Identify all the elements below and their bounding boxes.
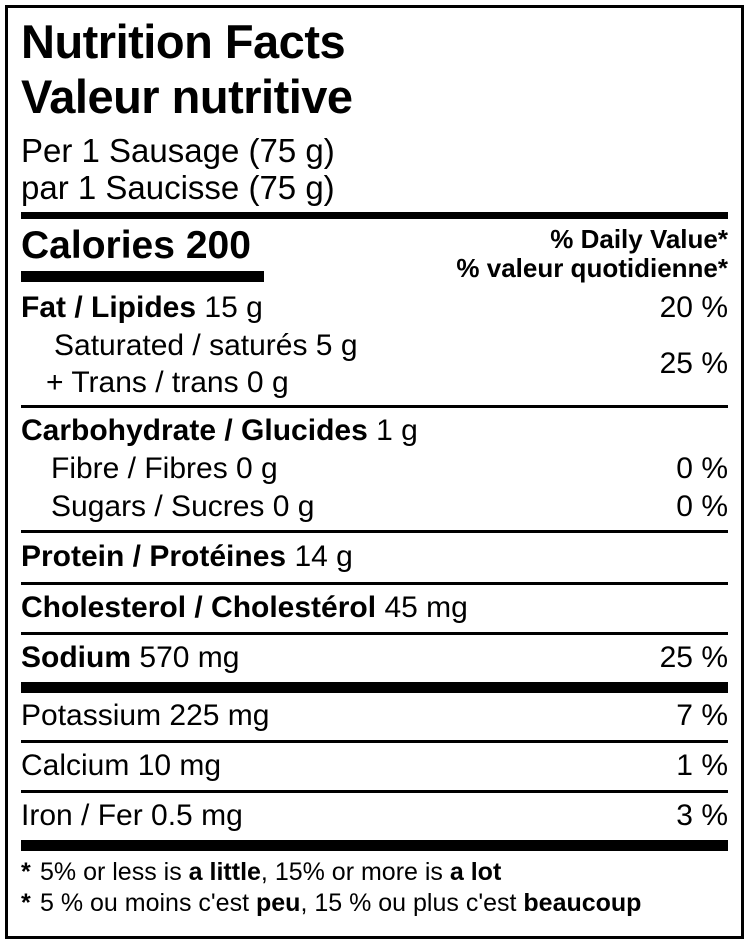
row-fibre: Fibre / Fibres 0 g 0 % [21, 450, 728, 488]
row-calcium: Calcium 10 mg 1 % [21, 743, 728, 790]
calories-heading: Calories 200 [21, 225, 264, 282]
separator-thin [21, 790, 728, 793]
daily-value-potassium: 7 % [676, 699, 728, 732]
title-en: Nutrition Facts [21, 15, 346, 68]
carbohydrate-name: Carbohydrate / Glucides 1 g [21, 414, 418, 447]
calories-section: Calories 200 % Daily Value* % valeur quot… [21, 225, 728, 283]
daily-value-sugars: 0 % [676, 490, 728, 523]
saturated-name: Saturated / saturés 5 g [54, 329, 358, 362]
saturated-trans-names: Saturated / saturés 5 g + Trans / trans … [21, 327, 358, 401]
daily-value-header-en: % Daily Value* [550, 224, 728, 254]
footnote-fr: * 5 % ou moins c'est peu, 15 % ou plus c'… [21, 889, 642, 917]
separator-thin [21, 405, 728, 408]
row-sodium: Sodium 570 mg 25 % [21, 635, 728, 682]
daily-value-fat: 20 % [659, 291, 728, 324]
row-saturated-trans: Saturated / saturés 5 g + Trans / trans … [21, 327, 728, 405]
row-fat: Fat / Lipides 15 g 20 % [21, 291, 728, 325]
separator-thin [21, 582, 728, 585]
daily-value-header: % Daily Value* % valeur quotidienne* [456, 225, 728, 283]
fibre-name: Fibre / Fibres 0 g [51, 452, 278, 485]
trans-name: + Trans / trans 0 g [46, 366, 289, 399]
footnotes: * 5% or less is a little, 15% or more is … [21, 857, 728, 919]
daily-value-header-fr: % valeur quotidienne* [456, 253, 728, 283]
separator-thick-top [21, 212, 728, 219]
sugars-name: Sugars / Sucres 0 g [51, 490, 315, 523]
daily-value-iron: 3 % [676, 799, 728, 832]
separator-thick-bottom [21, 840, 728, 851]
footnote-en: * 5% or less is a little, 15% or more is … [21, 858, 502, 886]
separator-thin [21, 632, 728, 635]
protein-name: Protein / Protéines 14 g [21, 540, 353, 573]
cholesterol-name: Cholesterol / Cholestérol 45 mg [21, 591, 468, 624]
serving-size-fr: par 1 Saucisse (75 g) [21, 169, 335, 206]
nutrition-facts-label: Nutrition Facts Valeur nutritive Per 1 S… [5, 5, 744, 939]
calories-value: 200 [185, 224, 251, 267]
daily-value-saturated-trans: 25 % [659, 347, 728, 380]
serving-size-en: Per 1 Sausage (75 g) [21, 132, 335, 169]
row-iron: Iron / Fer 0.5 mg 3 % [21, 793, 728, 840]
row-cholesterol: Cholesterol / Cholestérol 45 mg [21, 585, 728, 632]
daily-value-fibre: 0 % [676, 452, 728, 485]
separator-thin [21, 530, 728, 533]
sodium-name: Sodium 570 mg [21, 641, 240, 674]
calories-label: Calories [21, 224, 175, 267]
separator-thick-sodium [21, 682, 728, 693]
row-carbohydrate: Carbohydrate / Glucides 1 g [21, 408, 728, 450]
daily-value-calcium: 1 % [676, 749, 728, 782]
row-sugars: Sugars / Sucres 0 g 0 % [21, 488, 728, 530]
calories-text: Calories 200 [21, 225, 264, 267]
calories-underline-bar [21, 271, 264, 282]
potassium-name: Potassium 225 mg [21, 699, 270, 732]
iron-name: Iron / Fer 0.5 mg [21, 799, 243, 832]
title-fr: Valeur nutritive [21, 70, 353, 123]
fat-name: Fat / Lipides 15 g [21, 291, 263, 324]
footnote-en-asterisk: * [21, 858, 31, 886]
footnote-fr-asterisk: * [21, 889, 31, 917]
daily-value-sodium: 25 % [659, 641, 728, 674]
row-potassium: Potassium 225 mg 7 % [21, 693, 728, 740]
separator-thin [21, 740, 728, 743]
row-protein: Protein / Protéines 14 g [21, 533, 728, 582]
calcium-name: Calcium 10 mg [21, 749, 222, 782]
